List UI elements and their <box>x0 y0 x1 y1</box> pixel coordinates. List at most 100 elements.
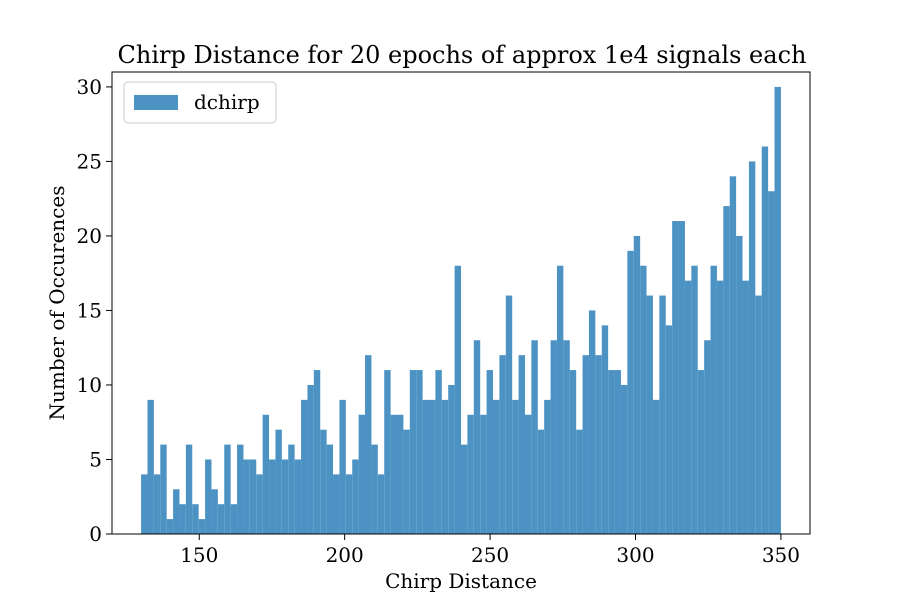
histogram-bar <box>467 414 474 534</box>
histogram-bar <box>627 250 634 534</box>
y-tick-label: 30 <box>77 75 102 99</box>
histogram-bar <box>646 295 653 534</box>
histogram-bar <box>505 295 513 534</box>
histogram-bar <box>198 519 206 534</box>
histogram-bar <box>492 399 500 534</box>
histogram-bar <box>595 355 602 534</box>
histogram-bar <box>755 295 762 534</box>
histogram-bar <box>416 370 423 534</box>
histogram-bar <box>166 519 174 534</box>
histogram-bar <box>435 370 442 534</box>
histogram-bar <box>473 340 481 534</box>
histogram-bar <box>524 414 532 534</box>
histogram-bar <box>672 221 679 534</box>
histogram-bar <box>614 370 621 534</box>
histogram-bar <box>768 191 775 534</box>
histogram-bar <box>544 399 551 534</box>
y-tick-label: 5 <box>89 447 102 471</box>
histogram-bar <box>307 384 314 534</box>
histogram-bar <box>761 146 769 535</box>
histogram-bar <box>352 459 359 534</box>
y-axis-label: Number of Occurences <box>45 186 69 421</box>
histogram-bar <box>397 414 404 534</box>
histogram-bar <box>160 444 167 534</box>
histogram-bar <box>429 399 436 534</box>
histogram-bar <box>582 355 589 534</box>
histogram-bar <box>512 399 519 534</box>
y-tick-label: 25 <box>77 149 102 173</box>
histogram-bar <box>301 399 308 534</box>
histogram-bar <box>224 444 231 534</box>
histogram-bar <box>588 310 596 534</box>
histogram-bar <box>365 355 372 534</box>
histogram-bar <box>499 355 506 534</box>
histogram-bar <box>678 221 685 534</box>
histogram-bar <box>281 459 289 534</box>
histogram-bar <box>576 429 583 534</box>
histogram-bar <box>684 280 692 534</box>
histogram-bar <box>774 86 781 534</box>
legend: dchirp <box>123 81 277 124</box>
histogram-bar <box>748 161 756 534</box>
x-tick-label: 350 <box>762 543 800 567</box>
histogram-bar <box>205 459 212 534</box>
histogram-bar <box>454 265 461 534</box>
histogram-bar <box>262 414 270 534</box>
histogram-bar <box>601 325 609 534</box>
histogram-bar <box>403 429 410 534</box>
histogram-bar <box>550 340 557 534</box>
histogram-bar <box>537 429 545 534</box>
histogram-bar <box>640 265 647 534</box>
histogram-bar <box>390 414 398 534</box>
histogram-bar <box>556 265 564 534</box>
histogram-bar <box>371 444 378 534</box>
x-tick-label: 250 <box>471 543 509 567</box>
x-axis-label: Chirp Distance <box>385 569 537 593</box>
histogram-bar <box>288 444 295 534</box>
histogram-bar <box>569 370 577 534</box>
histogram-bar <box>729 176 737 535</box>
histogram-bar <box>608 370 615 534</box>
y-tick-label: 0 <box>89 522 102 546</box>
histogram-bar <box>237 444 244 534</box>
histogram-bar <box>710 265 717 534</box>
plot-frame <box>111 71 811 535</box>
histogram-bar <box>147 399 154 534</box>
histogram-bar <box>480 414 487 534</box>
histogram-bar <box>269 459 276 534</box>
legend-box <box>123 81 277 124</box>
histogram-bar <box>518 355 525 534</box>
histogram-bar <box>652 399 660 534</box>
histogram-bar <box>665 325 673 534</box>
y-tick-label: 15 <box>77 298 102 322</box>
bars-group <box>141 86 781 535</box>
chart-title: Chirp Distance for 20 epochs of approx 1… <box>118 41 807 69</box>
histogram-bar <box>563 340 570 534</box>
histogram-bar <box>326 444 334 534</box>
histogram-bar <box>377 474 385 534</box>
histogram-bar <box>659 295 666 534</box>
x-tick-label: 300 <box>616 543 654 567</box>
histogram-bar <box>211 489 218 534</box>
histogram-bar <box>461 444 468 534</box>
histogram-bar <box>153 474 161 534</box>
legend-swatch <box>134 95 178 110</box>
histogram-bar <box>313 370 321 534</box>
histogram-bar <box>531 340 538 534</box>
histogram-bar <box>742 280 749 534</box>
histogram-bar <box>333 474 340 534</box>
histogram-bar <box>192 504 199 534</box>
histogram-bar <box>256 474 263 534</box>
histogram-bar <box>448 384 455 534</box>
x-tick-label: 200 <box>326 543 364 567</box>
histogram-bar <box>173 489 180 534</box>
histogram-bar <box>141 474 148 534</box>
histogram-bar <box>230 504 238 534</box>
y-tick-label: 20 <box>77 224 102 248</box>
legend-label: dchirp <box>194 90 260 114</box>
histogram-bar <box>620 384 628 534</box>
histogram-bar <box>345 474 353 534</box>
x-axis: 150 200 250 300 350 <box>180 534 800 567</box>
histogram-bar <box>697 370 705 534</box>
